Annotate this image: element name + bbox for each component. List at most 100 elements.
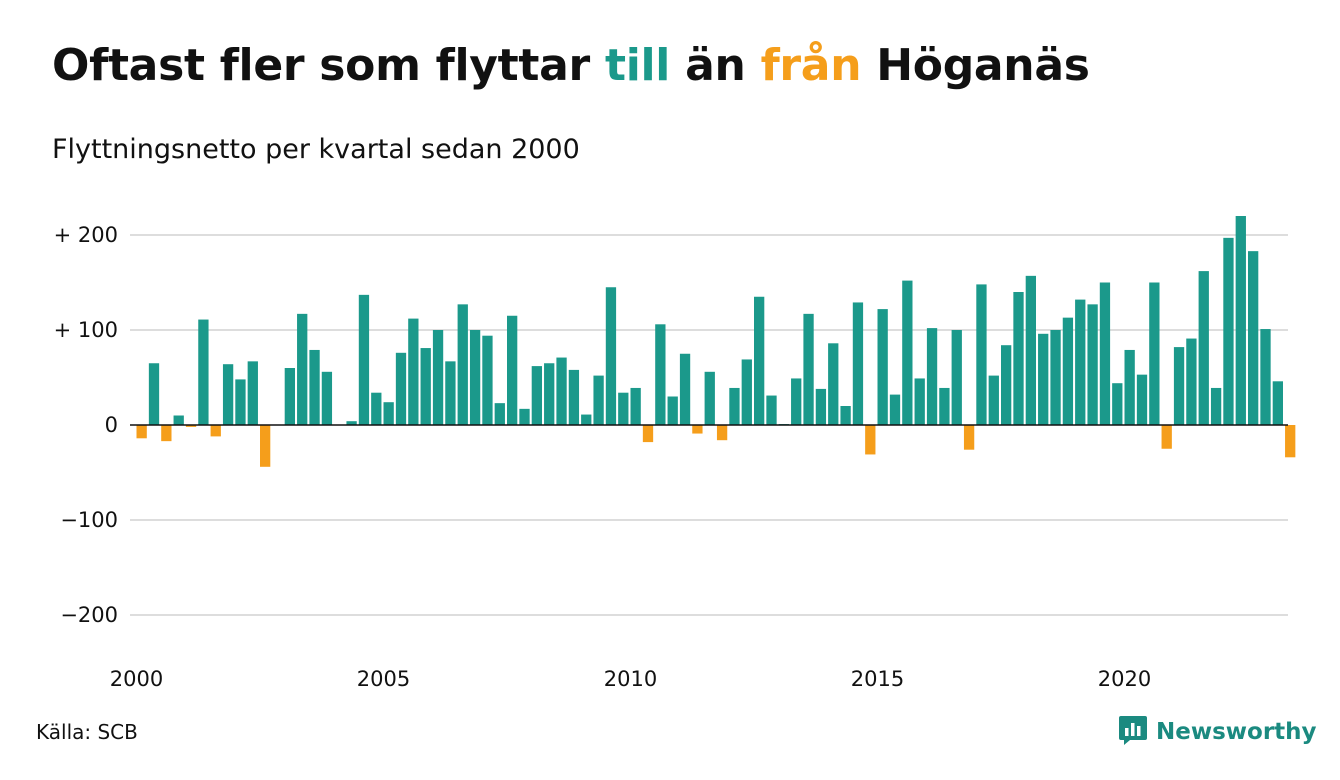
bar (889, 394, 901, 425)
bar (939, 387, 950, 425)
bar (1099, 282, 1111, 425)
bar (963, 425, 975, 450)
bar (358, 294, 370, 425)
bar (877, 309, 888, 425)
bar (445, 361, 456, 425)
source-note: Källa: SCB (36, 720, 138, 744)
bar (1198, 271, 1209, 425)
bar (1087, 304, 1098, 425)
bar (692, 425, 703, 434)
bar (321, 371, 333, 425)
brand-name: Newsworthy (1156, 719, 1317, 745)
bar (828, 343, 839, 425)
bar (1272, 381, 1283, 425)
bar (926, 328, 938, 425)
bar (383, 402, 394, 425)
bar (1210, 387, 1222, 425)
newsworthy-logo-icon (1118, 714, 1148, 750)
bar (1186, 338, 1197, 425)
bar-chart: + 200 + 100 0 −100 −200 2000 2005 2010 2015 2020 (54, 216, 1296, 691)
bar (198, 319, 209, 425)
bar (716, 425, 728, 441)
bar (791, 378, 802, 425)
title-part-lead: Oftast fler som flyttar (52, 40, 590, 91)
bar (865, 425, 876, 455)
title-part-place: Höganäs (876, 40, 1090, 91)
bar (544, 363, 555, 425)
bar (605, 287, 617, 425)
bar (432, 330, 444, 425)
bar (1001, 345, 1012, 425)
bar (815, 388, 827, 425)
bar (1285, 425, 1296, 458)
bar (346, 421, 357, 425)
y-tick-label: 0 (105, 413, 118, 437)
bar (1124, 349, 1135, 425)
bar (1075, 299, 1086, 425)
bar (482, 335, 493, 425)
bar (754, 296, 765, 425)
bar (976, 284, 987, 425)
bar (148, 363, 160, 425)
bar (136, 425, 147, 439)
bar (1260, 329, 1271, 425)
chart-subtitle: Flyttningsnetto per kvartal sedan 2000 (52, 134, 580, 165)
brand-logo[interactable]: Newsworthy (1118, 714, 1317, 750)
bar (840, 406, 851, 425)
bar (309, 349, 320, 425)
bar (408, 318, 419, 425)
bar (420, 348, 431, 425)
bar (210, 425, 221, 437)
bars (136, 216, 1296, 467)
bar (951, 330, 962, 425)
bar (457, 304, 468, 425)
bar (667, 396, 678, 425)
x-tick-label: 2005 (357, 667, 410, 691)
bar (173, 415, 184, 425)
title-part-mid: än (685, 40, 746, 91)
bar (655, 324, 666, 425)
bar (235, 379, 246, 425)
y-tick-label: + 100 (54, 318, 118, 342)
bar (556, 357, 567, 425)
bar (519, 408, 530, 425)
bar (618, 392, 629, 425)
bar (395, 352, 407, 425)
bar (260, 425, 271, 467)
x-tick-label: 2015 (851, 667, 904, 691)
bar (1161, 425, 1172, 449)
bar (247, 361, 258, 425)
bar (1136, 374, 1148, 425)
bar (371, 392, 382, 425)
bar (297, 313, 308, 425)
bar (222, 364, 234, 425)
x-tick-label: 2020 (1098, 667, 1151, 691)
title-highlight-till: till (604, 40, 671, 91)
bar (469, 330, 481, 425)
bar (630, 387, 641, 425)
bar (185, 425, 197, 427)
bar (1050, 330, 1061, 425)
bar (1223, 237, 1234, 425)
y-tick-label: −200 (60, 603, 118, 627)
bar (494, 403, 505, 425)
bar (1013, 292, 1024, 425)
x-tick-label: 2010 (604, 667, 657, 691)
bar (766, 395, 777, 425)
bar (568, 369, 580, 425)
title-highlight-fran: från (760, 40, 862, 91)
bar (729, 387, 740, 425)
chart-title: Oftast fler som flyttar till än från Hög… (52, 40, 1090, 91)
bar (1149, 282, 1160, 425)
x-tick-label: 2000 (110, 667, 163, 691)
x-axis-tick-labels: 2000 2005 2010 2015 2020 (110, 667, 1151, 691)
bar (679, 353, 691, 425)
bar (704, 371, 715, 425)
y-axis-tick-labels: + 200 + 100 0 −100 −200 (54, 223, 118, 627)
bar (741, 359, 752, 425)
bar (507, 315, 518, 425)
bar (1173, 347, 1185, 425)
bar (593, 375, 604, 425)
bar (531, 366, 542, 425)
bar (914, 378, 925, 425)
